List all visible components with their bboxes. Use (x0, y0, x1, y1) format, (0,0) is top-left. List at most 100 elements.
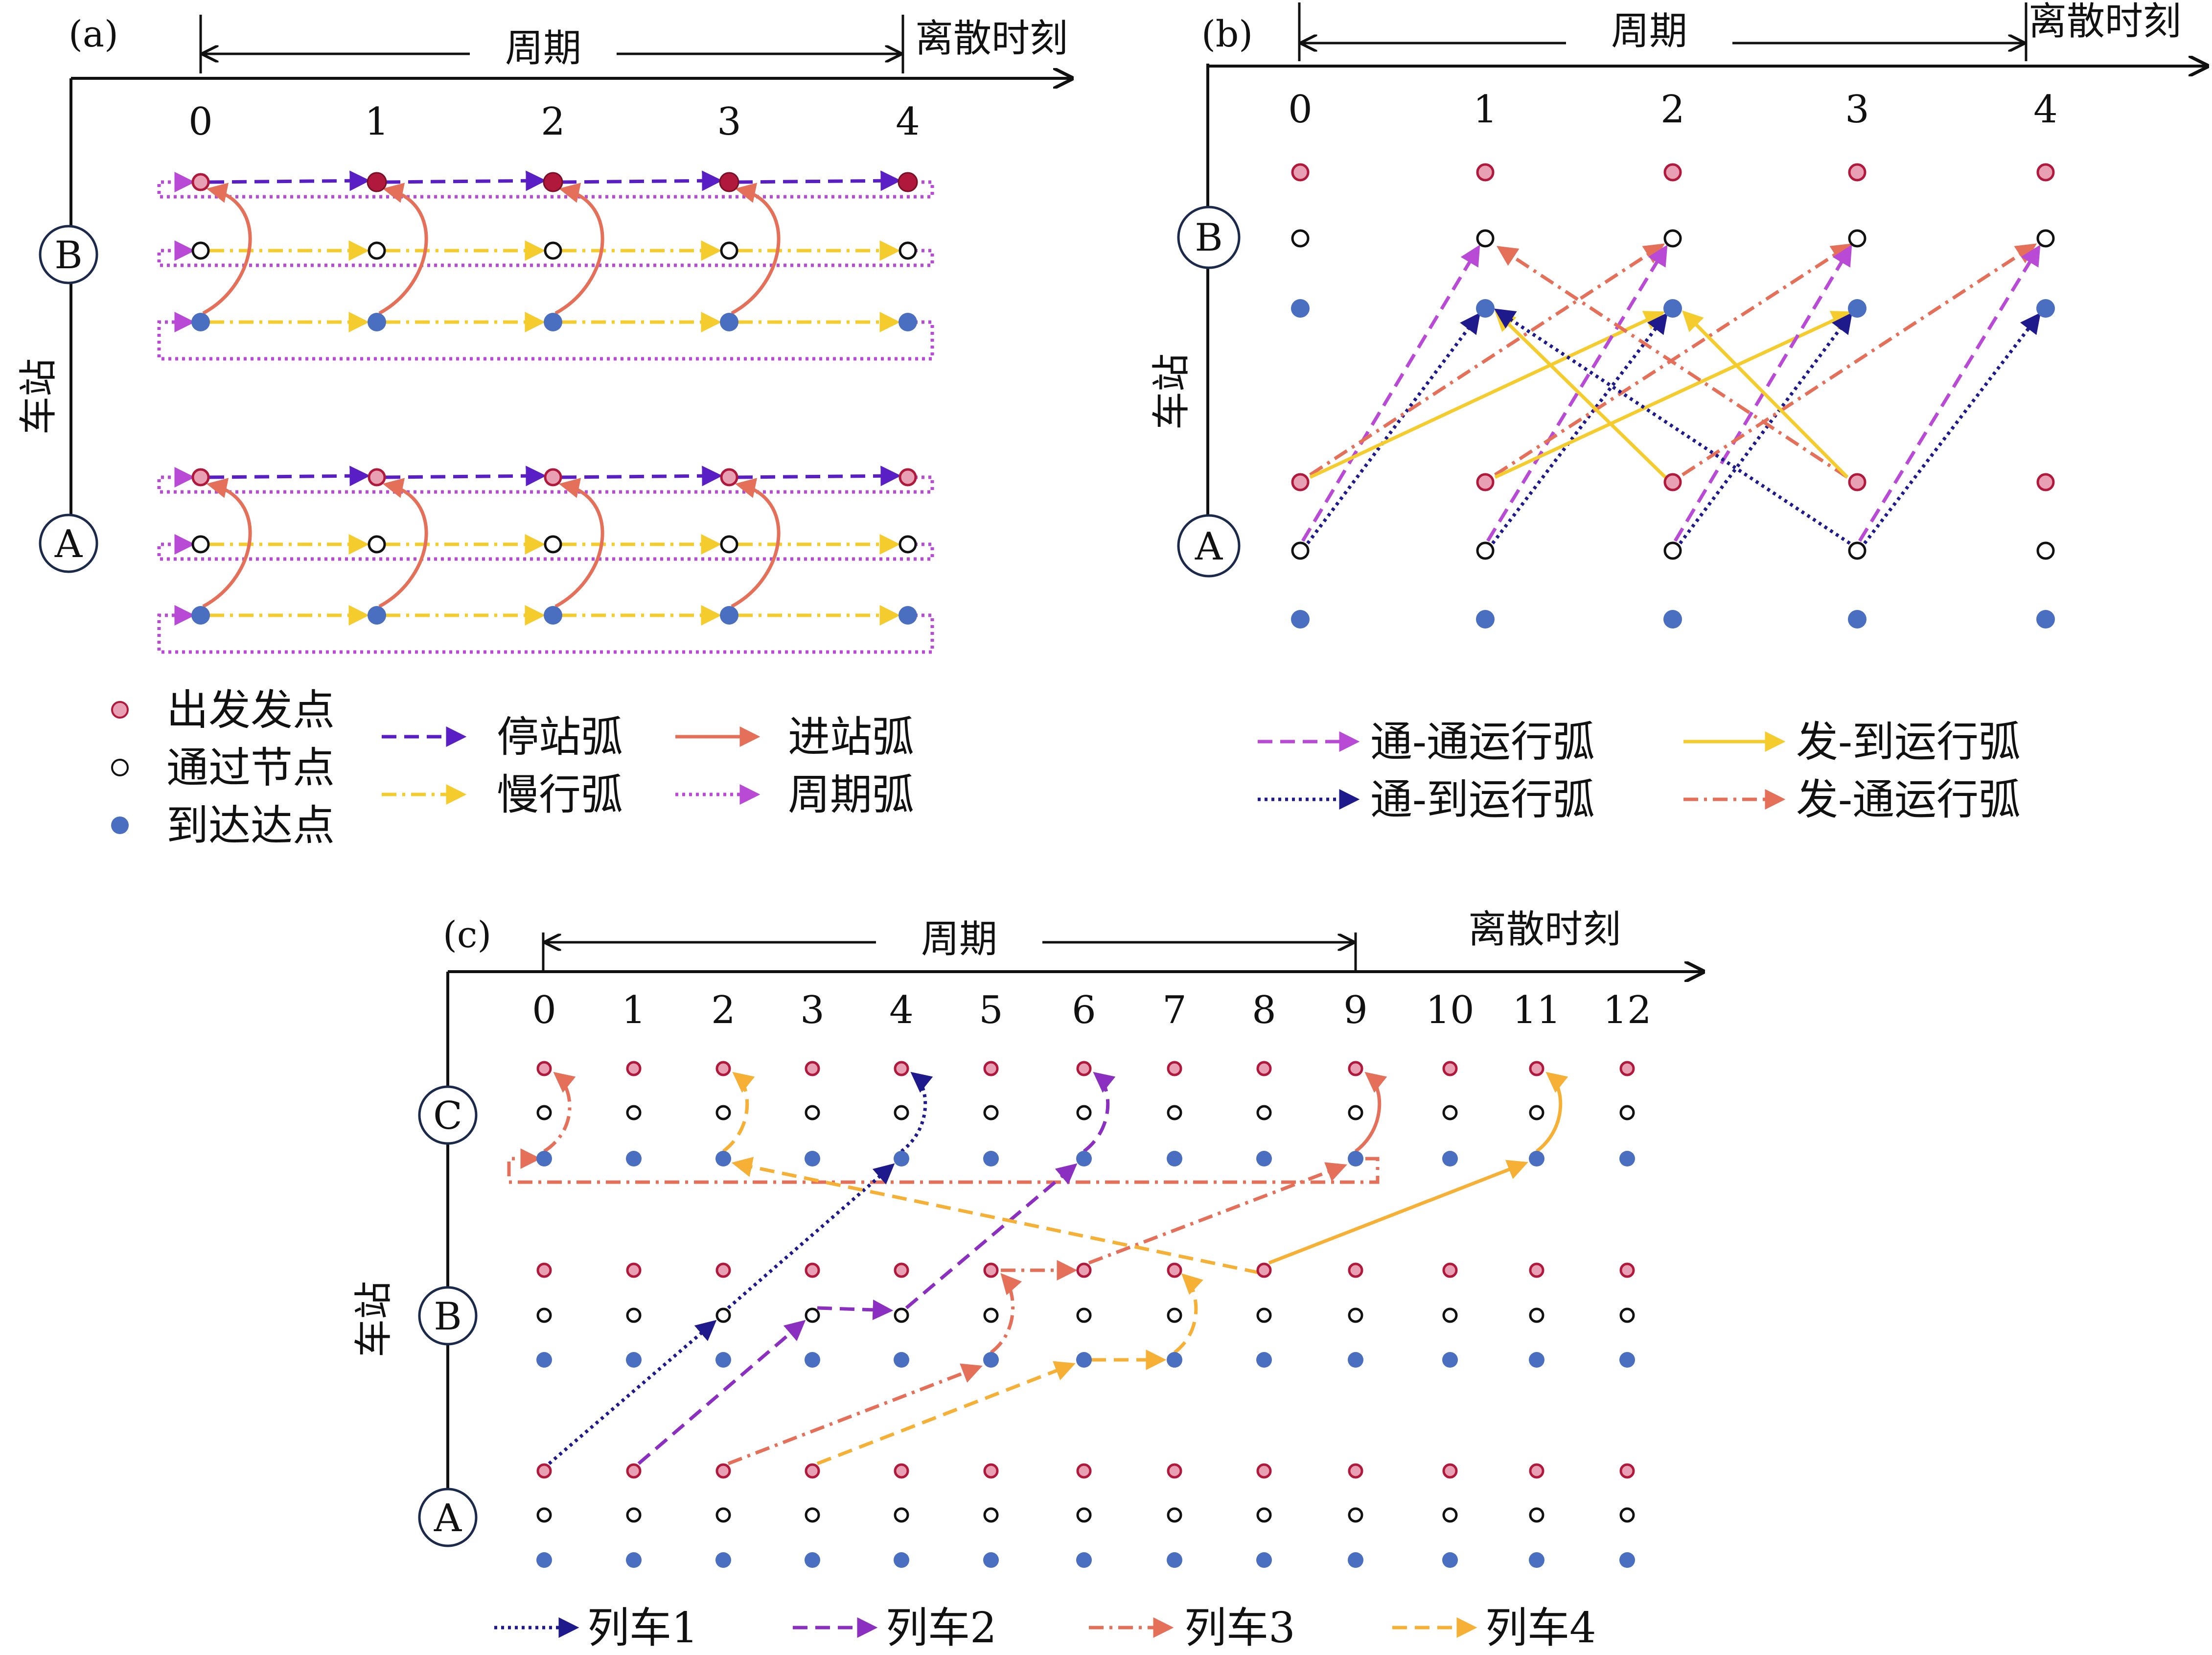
depart-node (1848, 163, 1866, 182)
depart-node (805, 1463, 820, 1479)
depart-node (899, 468, 917, 487)
arrive-node (1256, 1552, 1272, 1568)
depart-node (983, 1463, 999, 1479)
pass-node (899, 535, 917, 554)
pass-node (1442, 1105, 1458, 1120)
legend-c: 列车1 列车2 列车3 列车4 (494, 1604, 1596, 1653)
depart-node (1256, 1463, 1272, 1479)
tick-label: 4 (889, 988, 914, 1032)
train1-arc (727, 1163, 895, 1309)
depart-node (1442, 1061, 1458, 1076)
train3-arc (1088, 1162, 1347, 1265)
dwell-arc (561, 466, 723, 487)
arrive-node (1442, 1552, 1458, 1568)
arrive-node (1619, 1552, 1635, 1568)
depart-node (715, 1463, 731, 1479)
pass-node (1663, 229, 1682, 248)
station-c-label: C (433, 1094, 462, 1138)
arrive-node (536, 1151, 552, 1166)
enter-arc (554, 183, 604, 315)
depart-node (626, 1463, 642, 1479)
depart-node (367, 172, 387, 192)
period-arc (157, 240, 934, 267)
legend-pp: 通-通运行弧 (1370, 718, 1595, 767)
pp-arc (1858, 244, 2041, 542)
tick-label: 7 (1162, 988, 1187, 1032)
arrive-node (1663, 299, 1682, 318)
arrive-node (1529, 1151, 1544, 1166)
depart-node (191, 468, 210, 487)
pass-node (715, 1507, 731, 1523)
pass-node (715, 1105, 731, 1120)
enter-arc (731, 478, 781, 608)
time-label: 离散时刻 (2028, 0, 2181, 44)
tick-label: 5 (979, 988, 1003, 1032)
depart-node (1476, 163, 1495, 182)
enter-arc (378, 183, 428, 315)
depart-node (1848, 473, 1866, 491)
train2-arc (1083, 1072, 1116, 1153)
enter-arc (378, 478, 428, 608)
arrive-node (983, 1552, 999, 1568)
arrive-node (544, 313, 562, 331)
arrive-node (894, 1352, 909, 1368)
arrive-node (715, 1552, 731, 1568)
pass-node (1529, 1507, 1544, 1523)
pass-node (805, 1507, 820, 1523)
pass-node (1256, 1105, 1272, 1120)
pass-node (1167, 1105, 1182, 1120)
depart-node (1529, 1262, 1544, 1278)
arrive-node (899, 313, 917, 331)
legend-a: 出发发点 通过节点 到达达点 停站弧 慢行弧 进站弧 周期弧 (111, 686, 914, 850)
dwell-arc (385, 466, 547, 487)
arrive-node (1476, 299, 1495, 318)
pa-arc (1491, 312, 1668, 545)
arrive-node (1619, 1151, 1635, 1166)
depart-node (1167, 1463, 1182, 1479)
depart-node (1348, 1262, 1363, 1278)
arrive-node (1167, 1552, 1182, 1568)
pass-node (191, 241, 210, 260)
depart-node (1442, 1463, 1458, 1479)
pass-node (1529, 1307, 1544, 1323)
arrive-node (715, 1352, 731, 1368)
pass-node (1848, 541, 1866, 560)
depart-node (536, 1262, 552, 1278)
pass-node (1167, 1507, 1182, 1523)
pass-node (1076, 1307, 1092, 1323)
train4-arc (722, 1072, 755, 1153)
station-a-circle (418, 1488, 478, 1547)
legend-dwell: 停站弧 (497, 713, 623, 762)
arrive-node (1529, 1552, 1544, 1568)
panel-c-nodes (536, 1061, 1635, 1568)
time-label: 离散时刻 (1468, 908, 1621, 952)
pa-arc-back (1494, 308, 1851, 545)
panel-a-ticks: 0 1 2 3 4 (188, 100, 920, 144)
panel-b: (b) 周期 离散时刻 0 1 2 3 4 B A 车站 (1150, 0, 2207, 629)
arrive-node (805, 1552, 820, 1568)
arrive-node (368, 313, 386, 331)
station-a-label: A (434, 1496, 462, 1540)
pa-arc (1863, 312, 2041, 545)
pass-node (894, 1507, 909, 1523)
pass-node (1442, 1307, 1458, 1323)
pass-node (1348, 1105, 1363, 1120)
train4-arc (816, 1361, 1076, 1466)
da-arc-back (1682, 310, 1849, 479)
tick-label: 12 (1603, 988, 1651, 1032)
pass-node (1291, 229, 1310, 248)
depart-node (1529, 1463, 1544, 1479)
panel-c-ticks: 0 1 2 3 4 5 6 7 8 9 10 11 12 (532, 988, 1651, 1032)
legend-pa: 通-到运行弧 (1370, 775, 1595, 824)
arrive-node (1167, 1151, 1182, 1166)
pass-node (1076, 1105, 1092, 1120)
pass-node (720, 241, 738, 260)
tick-label: 8 (1252, 988, 1276, 1032)
depart-node (368, 468, 386, 487)
depart-node (536, 1061, 552, 1076)
panel-b-label: (b) (1201, 13, 1253, 55)
period-label: 周期 (505, 26, 581, 70)
arrive-node (1076, 1352, 1092, 1368)
arrive-node (191, 606, 210, 625)
